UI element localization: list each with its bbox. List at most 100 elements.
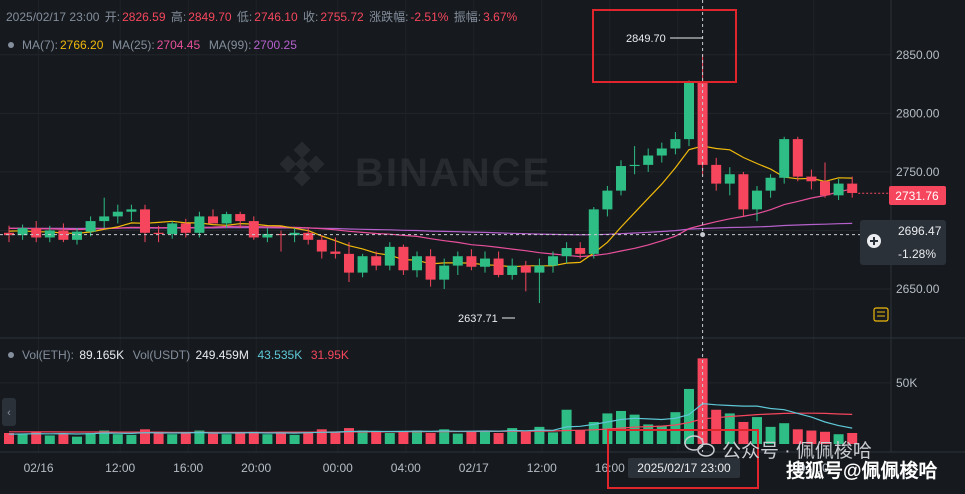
volume-bar [140, 429, 150, 444]
high-marker: 2849.70 [626, 33, 703, 45]
time-tick-label: 20:00 [241, 461, 271, 475]
candle [425, 249, 436, 287]
time-tick-label: 12:00 [527, 461, 557, 475]
ma7-label: MA(7): [22, 38, 58, 52]
svg-text:-1.28%: -1.28% [898, 247, 936, 261]
open-value: 2826.59 [122, 10, 166, 24]
add-order-icon[interactable] [867, 234, 881, 248]
candle [480, 251, 490, 273]
time-tick-label: 12:00 [105, 461, 135, 475]
volume-bar [575, 430, 586, 444]
open-label: 开: [104, 10, 121, 24]
time-tick-label: 02/16 [24, 461, 54, 475]
high-highlight-box [592, 9, 737, 83]
volume-bar [452, 433, 463, 444]
volume-bar [724, 413, 735, 444]
volume-ma-lines [8, 402, 853, 435]
svg-text:2637.71: 2637.71 [458, 313, 498, 325]
candle [398, 244, 409, 275]
candle [357, 253, 368, 278]
candle [248, 216, 259, 240]
candle [684, 80, 694, 147]
crosshair-dot [700, 232, 706, 238]
ma7-value: 2766.20 [60, 38, 104, 52]
candle [180, 218, 191, 238]
ma99-label: MA(99): [208, 38, 252, 52]
price-tick-label: 2850.00 [896, 48, 940, 62]
candle [289, 228, 300, 243]
candle [602, 185, 613, 217]
crosshair-price-label: 2696.47 -1.28% [860, 220, 946, 265]
volume-tick-label: 50K [896, 376, 917, 390]
scale-settings-icon[interactable] [873, 307, 889, 322]
volume-bar [31, 432, 42, 444]
volume-bar [833, 434, 844, 444]
candle [316, 235, 327, 259]
ma99-line [9, 222, 853, 236]
candle [330, 237, 341, 259]
ma-toggle-dot[interactable] [8, 42, 14, 48]
candle [208, 209, 218, 224]
volume-bar [248, 431, 259, 444]
volume-bar [466, 431, 477, 444]
volume-bar [112, 434, 123, 444]
volume-bar [153, 432, 164, 444]
volume-bar [820, 431, 830, 444]
candle [303, 228, 314, 245]
volume-bar [398, 431, 409, 444]
svg-text:2849.70: 2849.70 [626, 33, 666, 45]
candle [616, 160, 626, 196]
volume-bar [194, 430, 205, 444]
candle [670, 132, 681, 155]
candle [534, 258, 545, 304]
candle [507, 258, 518, 280]
volume-bar [806, 430, 817, 444]
volume-bar [289, 434, 300, 444]
volume-bar [493, 432, 504, 444]
volume-bar [670, 412, 681, 444]
volume-bar [684, 388, 694, 444]
volume-bar [303, 431, 314, 444]
close-value: 2755.72 [320, 10, 364, 24]
volume-bar [412, 430, 422, 444]
candle [738, 171, 749, 217]
candle [792, 136, 803, 182]
vol-toggle-dot[interactable] [8, 352, 14, 358]
candle [412, 251, 422, 278]
svg-text:BINANCE: BINANCE [355, 151, 551, 195]
candle [4, 225, 14, 243]
volume-bar [330, 432, 341, 444]
crosshair [0, 0, 889, 452]
high-label: 高: [170, 10, 187, 24]
volume-bar [765, 426, 776, 444]
time-tick-label: 04:00 [799, 461, 829, 475]
candle [112, 204, 123, 224]
time-tick-label: 16:00 [173, 461, 203, 475]
vol-eth-value: 89.165K [79, 348, 125, 362]
collapse-panel-icon[interactable]: ‹ [2, 398, 16, 426]
candle [493, 251, 504, 278]
candle [194, 211, 205, 238]
ma25-value: 2704.45 [156, 38, 201, 52]
high-value: 2849.70 [188, 10, 232, 24]
volume-bar [425, 432, 436, 444]
volume-header: Vol(ETH): 89.165K Vol(USDT) 249.459M 43.… [22, 348, 351, 362]
candle [561, 242, 572, 264]
ma99-value: 2700.25 [253, 38, 297, 52]
volume-bar [439, 429, 450, 444]
candle [126, 204, 137, 222]
volume-bar [72, 436, 82, 444]
volume-bar [208, 433, 218, 444]
price-tick-label: 2750.00 [896, 165, 940, 179]
volume-bar [656, 425, 667, 444]
volume-bar [262, 434, 273, 444]
volume-bar [99, 430, 110, 444]
volume-bar [520, 431, 531, 444]
volume-bar [371, 431, 382, 444]
vol-usdt-label: Vol(USDT) [132, 348, 191, 362]
volume-bar [167, 434, 178, 444]
close-label: 收: [303, 10, 319, 24]
binance-watermark: BINANCE [279, 141, 551, 195]
